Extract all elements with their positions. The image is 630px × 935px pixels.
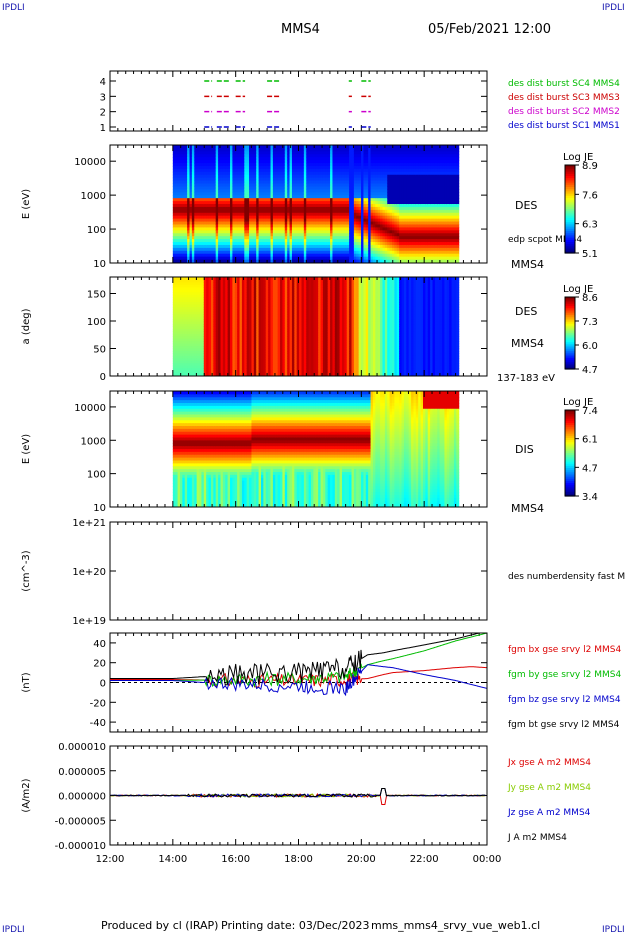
burst-level-label: 3 [100, 92, 106, 103]
spectrogram-cell [456, 239, 459, 242]
spectrogram-cell [456, 219, 459, 222]
spectrogram-cell [456, 242, 459, 245]
spectrogram-cell [456, 189, 459, 192]
spectrogram-cell [456, 260, 459, 263]
spectrogram-cell [456, 186, 459, 189]
spectrogram-cell [456, 157, 459, 160]
spectrogram-cell [456, 227, 459, 230]
spectrogram-cell [456, 181, 459, 184]
spectrogram-cell [456, 172, 459, 175]
spectrogram-cell [456, 207, 459, 210]
spectrogram-cell [456, 222, 459, 225]
spectrogram-cell [456, 148, 459, 151]
spectrogram-cell [456, 163, 459, 166]
spectrogram-cell [456, 160, 459, 163]
spectrogram-cell [456, 201, 459, 204]
burst-legend-entry: des dist burst SC4 MMS4 [508, 79, 620, 89]
spectrogram-cell [456, 166, 459, 169]
spectrogram-cell [456, 184, 459, 187]
burst-level-label: 1 [100, 123, 106, 134]
spectrogram-cell [456, 178, 459, 181]
burst-level-label: 4 [100, 77, 106, 88]
spectrogram-cell [456, 257, 459, 260]
spectrogram-cell [456, 195, 459, 198]
spectrogram-cell [456, 210, 459, 213]
spectrogram-cell [456, 254, 459, 257]
burst-legend-entry: des dist burst SC2 MMS2 [508, 107, 620, 117]
spectrogram-cell [456, 204, 459, 207]
spectrogram-cell [456, 146, 459, 149]
burst-legend-entry: des dist burst SC1 MMS1 [508, 121, 620, 131]
burst-level-label: 2 [100, 108, 106, 119]
spectrogram-cell [456, 230, 459, 233]
spectrogram-cell [456, 216, 459, 219]
burst-legend-entry: des dist burst SC3 MMS3 [508, 93, 620, 103]
spectrogram-cell [456, 251, 459, 254]
spectrogram-cell [456, 198, 459, 201]
spectrogram-cell [456, 233, 459, 236]
panel-frame [110, 71, 487, 131]
spectrogram-cell [456, 236, 459, 239]
spectrogram-cell [456, 245, 459, 248]
spectrogram-cell [456, 169, 459, 172]
spectrogram-cell [456, 151, 459, 154]
spectrogram-cell [456, 213, 459, 216]
spectrogram-cell [456, 224, 459, 227]
spectrogram-cell [456, 154, 459, 157]
spectrogram-cell [456, 175, 459, 178]
spectrogram-cell [456, 192, 459, 195]
spectrogram-cell [456, 248, 459, 251]
